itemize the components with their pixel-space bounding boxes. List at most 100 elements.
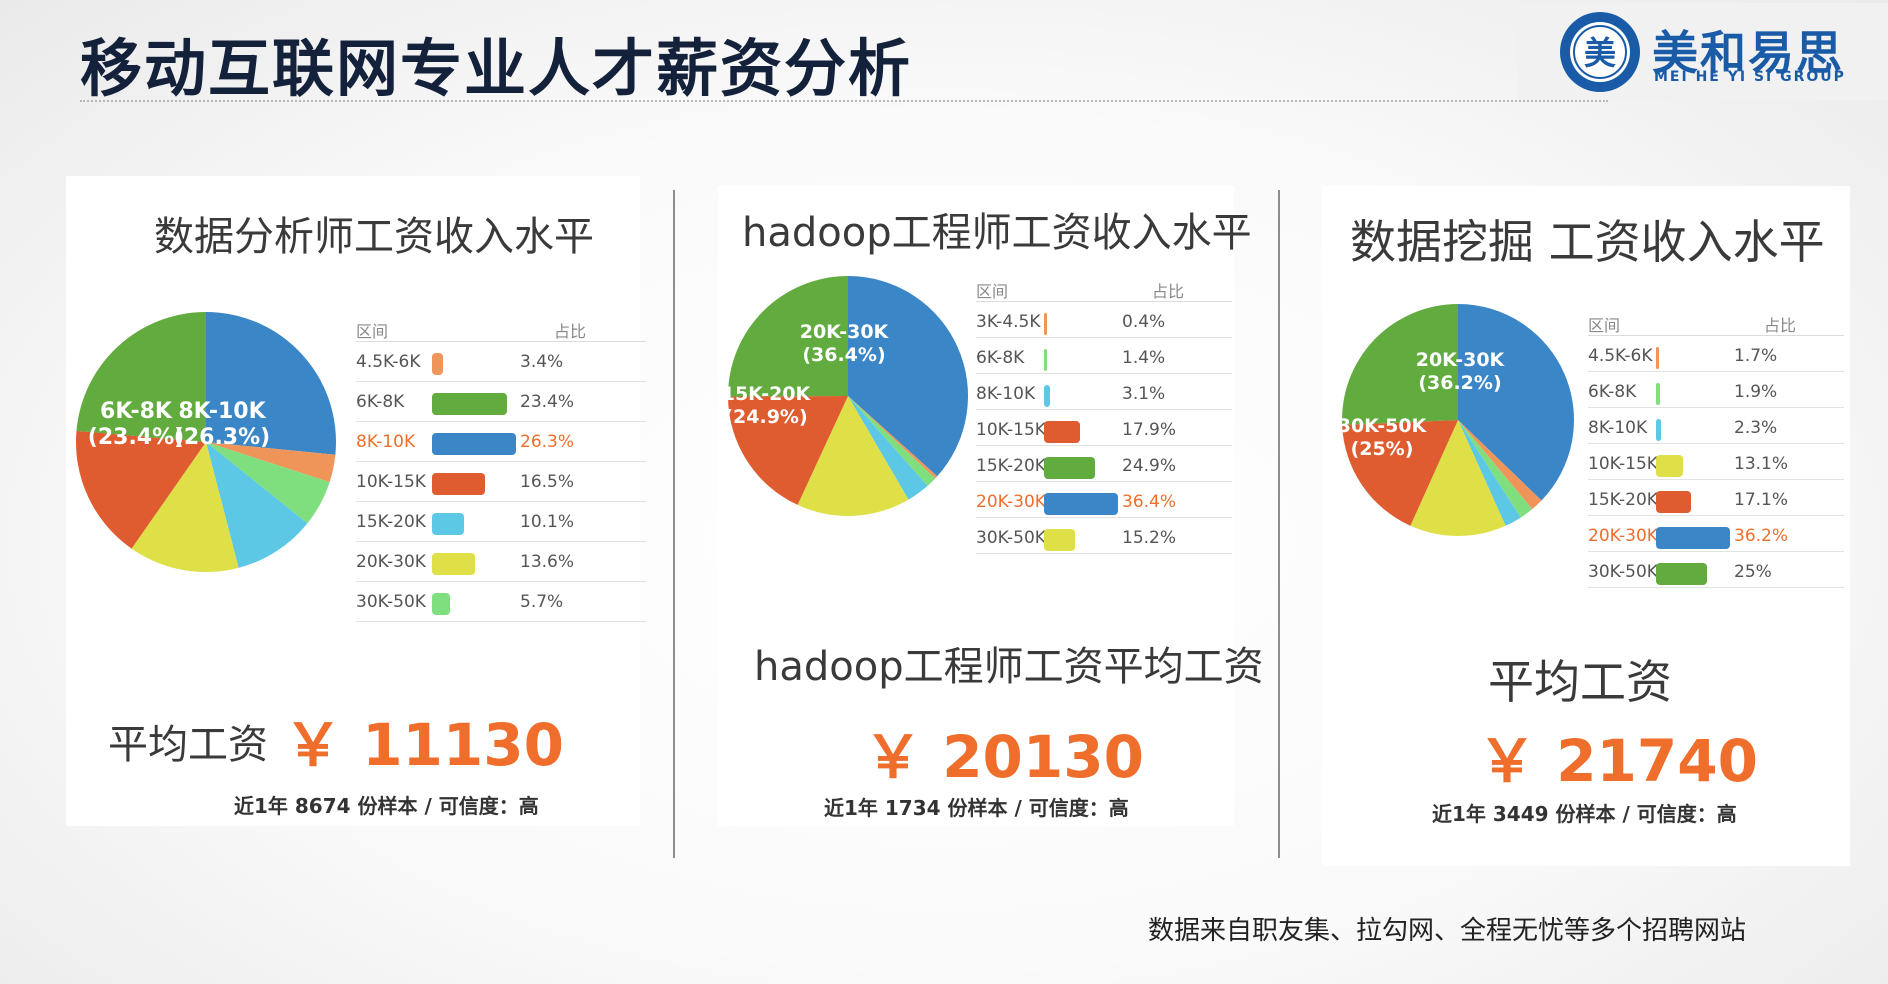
pie-slice-20K-30K [1458,304,1574,501]
legend-percent-label: 1.7% [1734,346,1778,366]
legend-header: 区间 占比 [356,312,646,342]
legend-bar [1656,491,1691,513]
pie-slice-30K-50K [1342,304,1458,426]
legend-row: 4.5K-6K 3.4% [356,342,646,382]
legend-range-label: 15K-20K [356,512,426,532]
legend-bar [1044,493,1118,515]
legend-percent-label: 17.9% [1122,420,1177,440]
data-source-note: 数据来自职友集、拉勾网、全程无忧等多个招聘网站 [1148,916,1747,946]
legend-bar [1044,349,1047,371]
legend-bar [432,553,476,575]
legend-bar [1044,529,1075,551]
chart-title: hadoop工程师工资收入水平 [742,210,1252,256]
legend-percent-label: 1.4% [1122,348,1166,368]
legend-percent-label: 0.4% [1122,312,1166,332]
legend-row: 8K-10K 3.1% [976,374,1232,410]
legend-row: 20K-30K 36.2% [1588,516,1844,552]
legend-range-label: 8K-10K [976,384,1036,404]
sample-note: 近1年 8674 份样本 / 可信度：高 [234,794,539,818]
legend-row: 6K-8K 1.4% [976,338,1232,374]
legend-row: 4.5K-6K 1.7% [1588,336,1844,372]
legend-range-label: 15K-20K [1588,490,1658,510]
logo-english-name: MEI HE YI SI GROUP [1654,69,1846,85]
legend-percent-label: 24.9% [1122,456,1177,476]
pie-label-15K-20K: 15K-20K (24.9%) [728,383,812,428]
chart-legend-table: 区间 占比 3K-4.5K 0.4% 6K-8K 1.4% 8K-10K 3.1% 10K-… [976,272,1232,620]
legend-header-share: 占比 [1152,282,1185,301]
legend-percent-label: 10.1% [520,512,575,532]
legend-row: 6K-8K 1.9% [1588,372,1844,408]
legend-bar [1656,563,1708,585]
pie-slice-15K-20K [728,276,848,397]
legend-row: 3K-4.5K 0.4% [976,302,1232,338]
pie-slice-4.5K-6K [206,442,336,483]
legend-range-label: 30K-50K [976,528,1046,548]
legend-bar [1044,313,1047,335]
pie-chart: 20K-30K (36.4%) 15K-20K (24.9%) [728,276,968,516]
legend-range-label: 30K-50K [1588,562,1658,582]
pie-label-20K-30K: 20K-30K (36.4%) [800,321,890,366]
pie-slice-30K-50K [797,396,909,516]
panel-hadoop-engineer: hadoop工程师工资收入水平 20K-30K (36.4%) 15K-20K (24… [718,186,1264,826]
legend-row: 8K-10K 26.3% [356,422,646,462]
page-title: 移动互联网专业人才薪资分析 [80,32,913,105]
legend-range-label: 8K-10K [356,432,416,452]
legend-row: 15K-20K 24.9% [976,446,1232,482]
pie-slice-15K-20K [206,442,308,568]
legend-range-label: 8K-10K [1588,418,1648,438]
legend-percent-label: 17.1% [1734,490,1789,510]
legend-bar [432,393,507,415]
legend-percent-label: 1.9% [1734,382,1778,402]
legend-percent-label: 25% [1734,562,1772,582]
legend-range-label: 20K-30K [976,492,1046,512]
chart-legend-table: 区间 占比 4.5K-6K 1.7% 6K-8K 1.9% 8K-10K 2.3% 10K-… [1588,306,1844,654]
legend-range-label: 6K-8K [1588,382,1637,402]
legend-header-range: 区间 [976,282,1009,301]
legend-range-label: 6K-8K [356,392,405,412]
pie-slice-6K-8K [1458,420,1533,518]
chart-title: 数据挖掘 工资收入水平 [1350,215,1825,269]
legend-range-label: 10K-15K [356,472,426,492]
pie-slice-20K-30K [848,276,968,477]
legend-percent-label: 23.4% [520,392,575,412]
legend-header-range: 区间 [1588,316,1621,335]
legend-header: 区间 占比 [1588,306,1844,336]
legend-percent-label: 36.4% [1122,492,1177,512]
legend-range-label: 15K-20K [976,456,1046,476]
legend-range-label: 20K-30K [356,552,426,572]
legend-bar [1044,457,1095,479]
legend-percent-label: 36.2% [1734,526,1789,546]
legend-row: 20K-30K 36.4% [976,482,1232,518]
legend-range-label: 10K-15K [976,420,1046,440]
pie-slice-6K-8K [76,312,207,442]
legend-percent-label: 26.3% [520,432,575,452]
pie-label-8K-10K: 8K-10K (26.3%) [174,399,270,450]
chart-legend-table: 区间 占比 4.5K-6K 3.4% 6K-8K 23.4% 8K-10K 26.3% 10… [356,312,646,672]
legend-percent-label: 2.3% [1734,418,1778,438]
average-salary-label: hadoop工程师工资平均工资 [754,644,1264,690]
sample-note: 近1年 3449 份样本 / 可信度：高 [1432,802,1737,826]
pie-chart: 6K-8K (23.4%)8K-10K (26.3%) [76,312,336,572]
pie-slice-15K-20K [1342,420,1458,526]
legend-bar [432,593,451,615]
average-salary-value: ￥ 21740 [1478,727,1758,795]
legend-percent-label: 3.1% [1122,384,1166,404]
legend-row: 10K-15K 16.5% [356,462,646,502]
legend-bar [432,353,443,375]
legend-row: 10K-15K 13.1% [1588,444,1844,480]
panel-divider [673,190,675,858]
logo-chinese-name: 美和易思 [1652,26,1844,80]
legend-header-share: 占比 [1764,316,1797,335]
pie-slice-20K-30K [131,442,239,572]
legend-row: 6K-8K 23.4% [356,382,646,422]
legend-row: 8K-10K 2.3% [1588,408,1844,444]
legend-bar [1656,347,1660,369]
legend-range-label: 4.5K-6K [1588,346,1653,366]
average-salary-label: 平均工资 [108,722,268,768]
panel-divider [1278,190,1280,858]
average-salary-value: ￥ 20130 [864,723,1144,791]
pie-slice-10K-15K [76,430,206,549]
pie-slice-10K-15K [1410,420,1506,536]
title-divider [80,100,1608,102]
pie-slice-8K-10K [848,396,928,500]
